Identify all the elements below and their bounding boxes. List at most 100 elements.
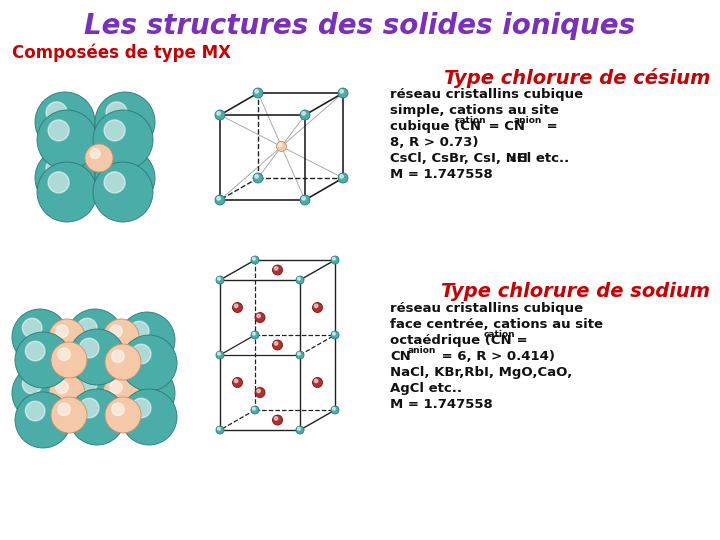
Circle shape bbox=[215, 195, 225, 205]
Text: Les structures des solides ioniques: Les structures des solides ioniques bbox=[84, 12, 636, 40]
Circle shape bbox=[217, 278, 220, 280]
Circle shape bbox=[216, 276, 224, 284]
Circle shape bbox=[105, 397, 141, 433]
Circle shape bbox=[272, 415, 282, 425]
Text: = CN: = CN bbox=[484, 120, 525, 133]
Circle shape bbox=[255, 313, 265, 322]
Circle shape bbox=[103, 319, 139, 355]
Circle shape bbox=[25, 341, 45, 361]
Circle shape bbox=[217, 197, 220, 200]
Circle shape bbox=[251, 406, 259, 414]
Circle shape bbox=[51, 397, 87, 433]
Circle shape bbox=[49, 375, 85, 411]
Circle shape bbox=[216, 351, 224, 359]
Circle shape bbox=[46, 102, 67, 123]
Circle shape bbox=[255, 388, 265, 397]
Text: 4: 4 bbox=[510, 155, 516, 164]
Circle shape bbox=[297, 427, 300, 430]
Text: M = 1.747558: M = 1.747558 bbox=[390, 168, 492, 181]
Circle shape bbox=[296, 426, 304, 434]
Circle shape bbox=[37, 162, 97, 222]
Circle shape bbox=[121, 389, 177, 445]
Text: Cl etc..: Cl etc.. bbox=[517, 152, 570, 165]
Circle shape bbox=[77, 374, 97, 394]
Circle shape bbox=[340, 174, 343, 178]
Circle shape bbox=[312, 302, 323, 313]
Text: réseau cristallins cubique: réseau cristallins cubique bbox=[390, 302, 583, 315]
Circle shape bbox=[93, 110, 153, 170]
Circle shape bbox=[67, 365, 123, 421]
Circle shape bbox=[234, 304, 238, 308]
Circle shape bbox=[12, 309, 68, 365]
Circle shape bbox=[106, 102, 127, 123]
Circle shape bbox=[37, 110, 97, 170]
Circle shape bbox=[274, 267, 278, 270]
Circle shape bbox=[253, 173, 263, 183]
Circle shape bbox=[216, 426, 224, 434]
Circle shape bbox=[331, 256, 339, 264]
Text: face centrée, cations au site: face centrée, cations au site bbox=[390, 318, 603, 331]
Circle shape bbox=[253, 258, 256, 260]
Circle shape bbox=[217, 352, 220, 355]
Circle shape bbox=[296, 351, 304, 359]
Circle shape bbox=[333, 258, 336, 260]
Text: Type chlorure de césium: Type chlorure de césium bbox=[444, 68, 710, 88]
Circle shape bbox=[119, 365, 175, 421]
Circle shape bbox=[104, 120, 125, 141]
Circle shape bbox=[279, 143, 282, 147]
Circle shape bbox=[79, 338, 99, 358]
Circle shape bbox=[253, 332, 256, 335]
Circle shape bbox=[312, 377, 323, 388]
Circle shape bbox=[121, 335, 177, 391]
Circle shape bbox=[130, 374, 149, 394]
Text: anion: anion bbox=[408, 346, 436, 355]
Circle shape bbox=[90, 148, 100, 158]
Circle shape bbox=[58, 348, 71, 361]
Circle shape bbox=[276, 141, 287, 152]
Circle shape bbox=[257, 314, 261, 318]
Circle shape bbox=[49, 319, 85, 355]
Circle shape bbox=[255, 174, 258, 178]
Circle shape bbox=[272, 265, 282, 275]
Circle shape bbox=[130, 321, 149, 341]
Circle shape bbox=[296, 276, 304, 284]
Circle shape bbox=[93, 162, 153, 222]
Text: NaCl, KBr,RbI, MgO,CaO,: NaCl, KBr,RbI, MgO,CaO, bbox=[390, 366, 572, 379]
Circle shape bbox=[48, 120, 69, 141]
Circle shape bbox=[300, 110, 310, 120]
Circle shape bbox=[109, 325, 122, 338]
Text: Composées de type MX: Composées de type MX bbox=[12, 43, 231, 62]
Circle shape bbox=[251, 256, 259, 264]
Circle shape bbox=[95, 92, 155, 152]
Text: anion: anion bbox=[514, 116, 542, 125]
Circle shape bbox=[85, 144, 113, 172]
Text: octaédrique (CN: octaédrique (CN bbox=[390, 334, 512, 347]
Circle shape bbox=[77, 318, 97, 338]
Circle shape bbox=[58, 403, 71, 416]
Text: 8, R > 0.73): 8, R > 0.73) bbox=[390, 136, 479, 149]
Circle shape bbox=[48, 172, 69, 193]
Circle shape bbox=[233, 302, 243, 313]
Circle shape bbox=[333, 332, 336, 335]
Circle shape bbox=[340, 90, 343, 93]
Circle shape bbox=[119, 312, 175, 368]
Text: =: = bbox=[512, 334, 528, 347]
Circle shape bbox=[69, 389, 125, 445]
Circle shape bbox=[46, 158, 67, 179]
Circle shape bbox=[331, 406, 339, 414]
Circle shape bbox=[302, 197, 305, 200]
Circle shape bbox=[315, 379, 318, 383]
Text: réseau cristallins cubique: réseau cristallins cubique bbox=[390, 88, 583, 101]
Circle shape bbox=[253, 88, 263, 98]
Circle shape bbox=[69, 329, 125, 385]
Text: cubique (CN: cubique (CN bbox=[390, 120, 481, 133]
Circle shape bbox=[106, 158, 127, 179]
Circle shape bbox=[302, 112, 305, 115]
Circle shape bbox=[67, 309, 123, 365]
Circle shape bbox=[274, 342, 278, 345]
Circle shape bbox=[297, 278, 300, 280]
Circle shape bbox=[12, 365, 68, 421]
Circle shape bbox=[217, 112, 220, 115]
Circle shape bbox=[95, 148, 155, 208]
Circle shape bbox=[25, 401, 45, 421]
